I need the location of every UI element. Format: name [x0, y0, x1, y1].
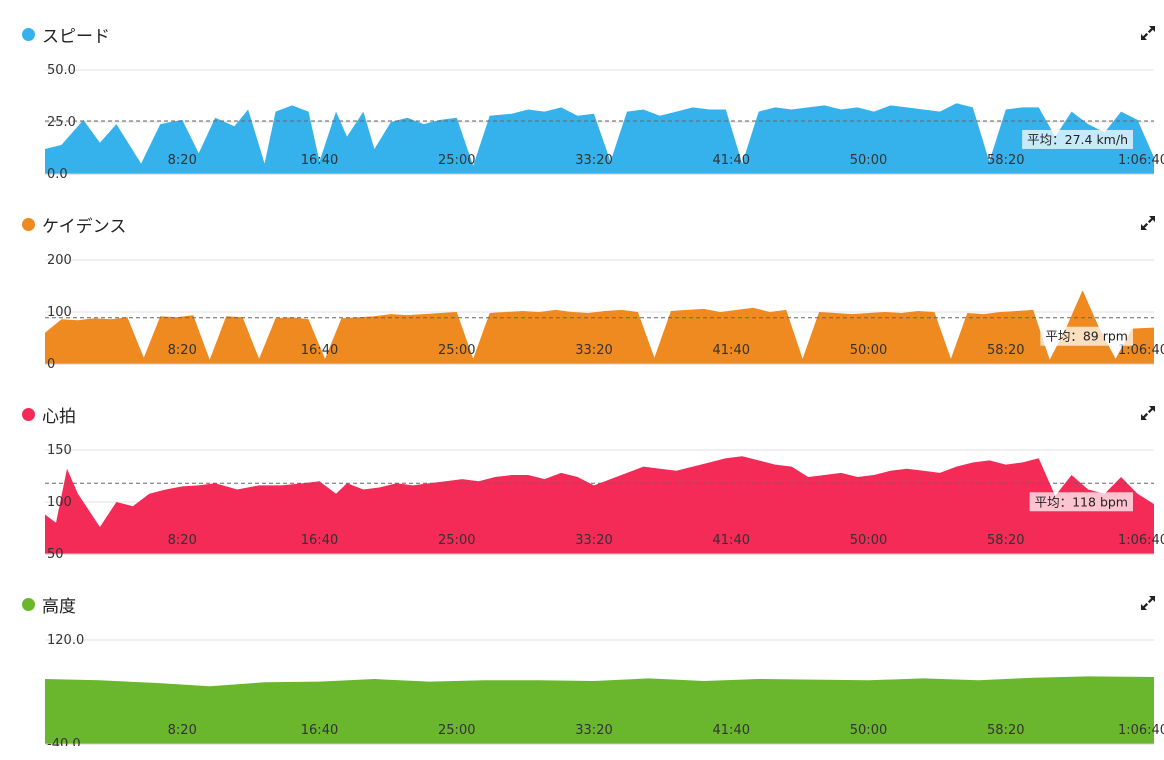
heart-rate-x-tick-label: 33:20	[575, 533, 612, 548]
altitude-y-tick-label: 120.0	[47, 633, 84, 648]
speed-panel: スピード 50.0 25.0 0.0 8:20 16:40 25:00 33:20 41:40…	[0, 0, 1164, 190]
cadence-x-tick-label: 25:00	[438, 343, 475, 358]
speed-color-dot	[22, 27, 35, 41]
altitude-legend: 高度	[22, 592, 76, 617]
expand-icon[interactable]	[1139, 24, 1157, 42]
cadence-chart: 200 100 0 8:20 16:40 25:00 33:20 41:40 50:00 58:2…	[45, 253, 1164, 372]
heart-rate-color-dot	[22, 407, 35, 421]
altitude-title: 高度	[42, 596, 76, 617]
cadence-x-tick-label: 16:40	[301, 343, 338, 358]
speed-x-tick-label: 33:20	[575, 153, 612, 168]
cadence-x-tick-label: 33:20	[575, 343, 612, 358]
heart-rate-x-tick-label: 58:20	[987, 533, 1024, 548]
cadence-x-tick-label: 41:40	[713, 343, 750, 358]
altitude-chart: 120.0 -40.0 8:20 16:40 25:00 33:20 41:40 50:00 5…	[45, 633, 1164, 746]
cadence-x-tick-label: 58:20	[987, 343, 1024, 358]
altitude-x-tick-label: 25:00	[438, 723, 475, 738]
cadence-x-tick-label: 8:20	[168, 343, 197, 358]
speed-x-tick-label: 41:40	[713, 153, 750, 168]
heart-rate-x-tick-label: 25:00	[438, 533, 475, 548]
speed-y-tick-label: 0.0	[47, 167, 68, 182]
speed-x-tick-label: 8:20	[168, 153, 197, 168]
cadence-area-series	[45, 290, 1154, 364]
speed-x-tick-label: 1:06:40	[1118, 153, 1164, 168]
cadence-y-tick-label: 200	[47, 253, 72, 268]
speed-x-tick-label: 50:00	[850, 153, 887, 168]
cadence-average-label-box	[1040, 326, 1133, 346]
speed-y-tick-label: 25.0	[47, 115, 76, 130]
heart-rate-x-tick-label: 1:06:40	[1118, 533, 1164, 548]
heart-rate-panel: 心拍 150 100 50 8:20 16:40 25:00 33:20 41:40 50:00…	[0, 380, 1164, 570]
speed-chart: 50.0 25.0 0.0 8:20 16:40 25:00 33:20 41:40 50:00…	[45, 63, 1164, 182]
heart-rate-area-series	[45, 456, 1154, 554]
cadence-y-tick-label: 0	[47, 357, 55, 372]
heart-rate-x-tick-label: 50:00	[850, 533, 887, 548]
altitude-x-tick-label: 33:20	[575, 723, 612, 738]
heart-rate-y-tick-label: 100	[47, 495, 72, 510]
heart-rate-y-tick-label: 150	[47, 443, 72, 458]
heart-rate-average-label-box	[1029, 492, 1133, 512]
heart-rate-average-label: 平均：118 bpm	[1035, 494, 1128, 509]
expand-icon[interactable]	[1139, 594, 1157, 612]
heart-rate-legend: 心拍	[22, 402, 76, 427]
heart-rate-chart: 150 100 50 8:20 16:40 25:00 33:20 41:40 50:00 58:…	[45, 443, 1164, 562]
expand-icon[interactable]	[1139, 214, 1157, 232]
speed-area-series	[45, 103, 1154, 174]
altitude-color-dot	[22, 597, 35, 611]
altitude-x-tick-label: 8:20	[168, 723, 197, 738]
altitude-x-tick-label: 16:40	[301, 723, 338, 738]
cadence-x-tick-label: 50:00	[850, 343, 887, 358]
cadence-panel: ケイデンス 200 100 0 8:20 16:40 25:00 33:20 41:40 50:…	[0, 190, 1164, 380]
cadence-color-dot	[22, 217, 35, 231]
speed-average-label: 平均：27.4 km/h	[1027, 132, 1128, 147]
speed-title: スピード	[42, 26, 110, 47]
heart-rate-y-tick-label: 50	[47, 547, 64, 562]
altitude-y-tick-label: -40.0	[47, 737, 81, 746]
speed-legend: スピード	[22, 22, 110, 47]
heart-rate-x-tick-label: 41:40	[713, 533, 750, 548]
speed-average-label-box	[1022, 129, 1133, 149]
altitude-x-tick-label: 50:00	[850, 723, 887, 738]
altitude-x-tick-label: 41:40	[713, 723, 750, 738]
expand-icon[interactable]	[1139, 404, 1157, 422]
heart-rate-title: 心拍	[42, 406, 76, 427]
speed-x-tick-label: 16:40	[301, 153, 338, 168]
speed-x-tick-label: 25:00	[438, 153, 475, 168]
cadence-title: ケイデンス	[42, 216, 127, 237]
speed-y-tick-label: 50.0	[47, 63, 76, 78]
altitude-x-tick-label: 1:06:40	[1118, 723, 1164, 738]
cadence-y-tick-label: 100	[47, 305, 72, 320]
altitude-x-tick-label: 58:20	[987, 723, 1024, 738]
altitude-area-series	[45, 676, 1154, 744]
heart-rate-x-tick-label: 8:20	[168, 533, 197, 548]
cadence-average-label: 平均：89 rpm	[1045, 329, 1128, 344]
heart-rate-x-tick-label: 16:40	[301, 533, 338, 548]
cadence-legend: ケイデンス	[22, 212, 127, 237]
altitude-panel: 高度 120.0 -40.0 8:20 16:40 25:00 33:20 41:40 50:…	[0, 570, 1164, 760]
speed-x-tick-label: 58:20	[987, 153, 1024, 168]
cadence-x-tick-label: 1:06:40	[1118, 343, 1164, 358]
